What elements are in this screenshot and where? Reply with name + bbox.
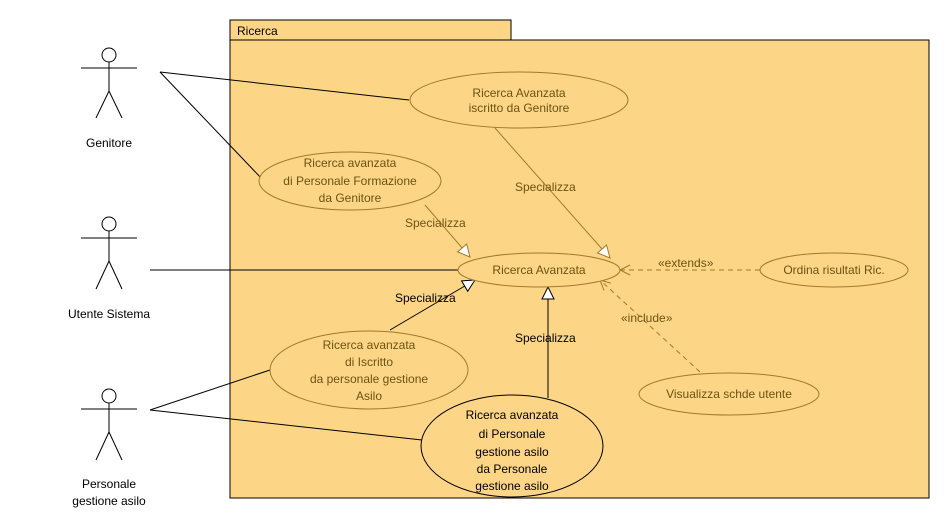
usecase-personale-personale-line-3: gestione asilo — [475, 445, 549, 459]
relations — [389, 127, 760, 398]
label-specializza-2: Specializza — [405, 216, 466, 230]
gen-iscritto-genitore-to-main — [494, 127, 610, 258]
usecase-main[interactable]: Ricerca Avanzata — [457, 252, 621, 288]
actor-personale-label-line-1: Personale — [82, 477, 136, 491]
usecase-ordina-line-1: Ordina risultati Ric. — [783, 263, 884, 277]
label-specializza-3: Specializza — [395, 291, 456, 305]
actor-utente-label-line-1: Utente Sistema — [68, 307, 150, 321]
stick-figure-icon — [81, 216, 137, 290]
usecase-ordina[interactable]: Ordina risultati Ric. — [759, 252, 909, 288]
include-visualizza-to-main — [600, 280, 701, 373]
actor-genitore[interactable]: Genitore — [81, 47, 137, 150]
usecase-iscritto-personale-line-2: di Iscritto — [345, 355, 393, 369]
usecase-iscritto-personale[interactable]: Ricerca avanzata di Iscritto da personal… — [269, 330, 469, 410]
usecase-iscritto-genitore-line-1: Ricerca Avanzata — [472, 86, 565, 100]
package-title: Ricerca — [237, 24, 278, 38]
label-specializza-4: Specializza — [515, 331, 576, 345]
label-extends: «extends» — [658, 256, 714, 270]
usecase-iscritto-personale-line-3: da personale gestione — [310, 372, 428, 386]
usecase-visualizza[interactable]: Visualizza schde utente — [638, 372, 820, 416]
usecase-personale-personale-line-1: Ricerca avanzata — [466, 408, 559, 422]
gen-iscritto-personale-to-main — [389, 280, 475, 331]
assoc-genitore-uc-formazione — [159, 71, 264, 181]
assoc-personale-uc-iscritto-personale — [149, 369, 271, 411]
usecase-iscritto-genitore-line-2: iscritto da Genitore — [469, 101, 570, 115]
actor-personale-label-line-2: gestione asilo — [72, 494, 146, 508]
usecase-personale-personale-line-4: da Personale — [477, 462, 548, 476]
associations — [149, 71, 458, 441]
usecase-formazione-line-3: da Genitore — [319, 191, 382, 205]
actor-genitore-label-line-1: Genitore — [86, 136, 132, 150]
usecase-formazione[interactable]: Ricerca avanzata di Personale Formazione… — [258, 151, 442, 211]
label-include: «include» — [621, 311, 673, 325]
label-specializza-1: Specializza — [515, 180, 576, 194]
stick-figure-icon — [81, 47, 137, 119]
usecase-iscritto-personale-line-1: Ricerca avanzata — [323, 338, 416, 352]
actor-utente-sistema[interactable]: Utente Sistema — [68, 216, 150, 321]
usecase-iscritto-personale-line-4: Asilo — [356, 389, 382, 403]
usecase-personale-personale[interactable]: Ricerca avanzata di Personale gestione a… — [420, 394, 604, 498]
assoc-genitore-uc-iscritto-genitore — [159, 71, 410, 101]
usecase-formazione-line-2: di Personale Formazione — [283, 174, 417, 188]
usecase-formazione-line-1: Ricerca avanzata — [304, 156, 397, 170]
usecase-visualizza-line-1: Visualizza schde utente — [666, 387, 792, 401]
gen-formazione-to-main — [424, 204, 470, 257]
stick-figure-icon — [81, 388, 137, 461]
actor-personale[interactable]: Personale gestione asilo — [72, 388, 146, 508]
usecase-iscritto-genitore[interactable]: Ricerca Avanzata iscritto da Genitore — [409, 71, 629, 129]
usecase-personale-personale-line-2: di Personale — [479, 427, 546, 441]
assoc-personale-uc-personale — [149, 409, 423, 441]
relation-labels: Specializza Specializza Specializza Spec… — [395, 180, 714, 345]
usecase-main-line-1: Ricerca Avanzata — [492, 263, 585, 277]
usecase-personale-personale-line-5: gestione asilo — [475, 479, 549, 493]
